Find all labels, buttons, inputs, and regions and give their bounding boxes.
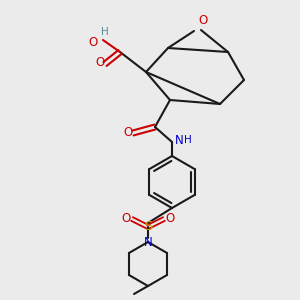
Text: O: O xyxy=(165,212,175,224)
Text: N: N xyxy=(144,236,152,248)
Text: O: O xyxy=(198,14,208,28)
Text: N: N xyxy=(175,134,183,146)
Text: S: S xyxy=(144,220,152,233)
Text: O: O xyxy=(88,35,98,49)
Text: O: O xyxy=(95,56,105,70)
Text: H: H xyxy=(101,27,109,37)
Text: O: O xyxy=(123,127,133,140)
Text: O: O xyxy=(122,212,130,224)
Text: H: H xyxy=(184,135,192,145)
